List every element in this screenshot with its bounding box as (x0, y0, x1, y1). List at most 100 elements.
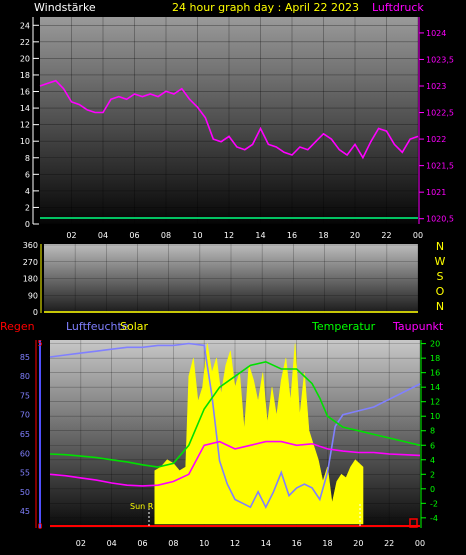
luftdruck-label: Luftdruck (372, 1, 424, 14)
y2-tick-label: 14 (430, 383, 440, 392)
x-tick-label: 20 (350, 231, 360, 240)
x-tick-label: 22 (384, 539, 394, 548)
x-tick-label: 08 (161, 231, 171, 240)
y2-tick-label: -4 (430, 514, 438, 523)
compass-label: S (437, 270, 444, 283)
x-tick-label: 20 (353, 539, 363, 548)
y2-tick-label: -2 (430, 499, 438, 508)
y-tick-label: 70 (20, 411, 30, 420)
x-tick-label: 12 (230, 539, 240, 548)
y2-tick-label: 1023 (426, 82, 446, 91)
x-tick-label: 16 (287, 231, 297, 240)
luftfeuchte-series-line (49, 342, 421, 509)
x-tick-label: 04 (107, 539, 117, 548)
rain-indicator (409, 518, 418, 528)
y2-tick-label: 10 (430, 412, 440, 421)
taupunkt-series-line (49, 440, 421, 487)
x-tick-label: 00 (413, 231, 423, 240)
y-tick-label: 2 (25, 203, 30, 212)
compass-label: N (436, 300, 444, 313)
x-tick-label: 14 (255, 231, 265, 240)
compass-label: O (436, 285, 445, 298)
y2-tick-label: 1022,5 (426, 109, 454, 118)
x-tick-label: 02 (66, 231, 76, 240)
x-tick-label: 04 (98, 231, 108, 240)
y-tick-label: 18 (20, 71, 30, 80)
y-tick-label: 80 (20, 372, 30, 381)
y2-tick-label: 8 (430, 427, 435, 436)
y-tick-label: 4 (25, 187, 30, 196)
x-tick-label: 16 (292, 539, 302, 548)
y-tick-label: 90 (28, 291, 38, 300)
panel-wind-pressure: 24222018161412108642010241023,510231022,… (20, 17, 454, 240)
legend-taupunkt: Taupunkt (392, 320, 444, 333)
legend-regen: Regen (0, 320, 35, 333)
y2-tick-label: 4 (430, 456, 435, 465)
y2-tick-label: 1020,5 (426, 215, 454, 224)
sunrise-label: Sun R (130, 502, 154, 511)
y-tick-label: 85 (20, 353, 30, 362)
y-tick-label: 20 (20, 54, 30, 63)
y2-tick-label: 0 (430, 485, 435, 494)
y-tick-label: 12 (20, 121, 30, 130)
regen-tick-label: 0 (37, 522, 42, 531)
x-tick-label: 14 (261, 539, 271, 548)
compass-label: N (436, 240, 444, 253)
y-tick-label: 10 (20, 137, 30, 146)
y-tick-label: 0 (25, 220, 30, 229)
plot-area-wind-direction (44, 244, 418, 313)
y2-tick-label: 1022 (426, 135, 446, 144)
x-tick-label: 22 (381, 231, 391, 240)
y2-tick-label: 20 (430, 340, 440, 349)
y-tick-label: 50 (20, 488, 30, 497)
y-tick-label: 45 (20, 507, 30, 516)
y-tick-label: 55 (20, 469, 30, 478)
y2-tick-label: 1021,5 (426, 162, 454, 171)
luftdruck-series-line (39, 79, 419, 160)
x-tick-label: 06 (129, 231, 139, 240)
x-tick-label: 00 (415, 539, 425, 548)
y-tick-label: 60 (20, 449, 30, 458)
x-tick-label: 06 (137, 539, 147, 548)
y-tick-label: 8 (25, 154, 30, 163)
y2-tick-label: 1023,5 (426, 55, 454, 64)
y-tick-label: 75 (20, 391, 30, 400)
legend-solar: Solar (120, 320, 149, 333)
y2-tick-label: 1021 (426, 188, 446, 197)
x-tick-label: 18 (318, 231, 328, 240)
y-tick-label: 65 (20, 430, 30, 439)
legend-temperatur: Temperatur (311, 320, 376, 333)
y-tick-label: 14 (20, 104, 30, 113)
regen-tick-label: 5 (37, 339, 42, 348)
compass-label: W (435, 255, 446, 268)
y-tick-label: 22 (20, 38, 30, 47)
y-tick-label: 360 (23, 241, 38, 250)
panel-temperature-humidity: Sun R 8580757065605550452018161412108642… (20, 339, 440, 548)
x-tick-label: 08 (168, 539, 178, 548)
y-tick-label: 6 (25, 170, 30, 179)
y-tick-label: 180 (23, 275, 38, 284)
x-tick-label: 10 (192, 231, 202, 240)
x-tick-label: 02 (76, 539, 86, 548)
temperatur-series-line (49, 360, 421, 468)
y2-tick-label: 16 (430, 369, 440, 378)
y-tick-label: 270 (23, 258, 38, 267)
y-tick-label: 0 (33, 308, 38, 317)
plot-area-wind-pressure (40, 17, 418, 224)
y2-tick-label: 6 (430, 441, 435, 450)
legend-luftfeuchte: Luftfeuchte (66, 320, 129, 333)
x-tick-label: 12 (224, 231, 234, 240)
x-tick-label: 10 (199, 539, 209, 548)
y-tick-label: 24 (20, 21, 30, 30)
y2-tick-label: 18 (430, 354, 440, 363)
y2-tick-label: 1024 (426, 29, 446, 38)
y-tick-label: 16 (20, 88, 30, 97)
y2-tick-label: 12 (430, 398, 440, 407)
chart-title: 24 hour graph day : April 22 2023 (172, 1, 359, 14)
solar-series-area (154, 343, 364, 525)
x-tick-label: 18 (322, 539, 332, 548)
y2-tick-label: 2 (430, 470, 435, 479)
windstaerke-label: Windstärke (34, 1, 96, 14)
